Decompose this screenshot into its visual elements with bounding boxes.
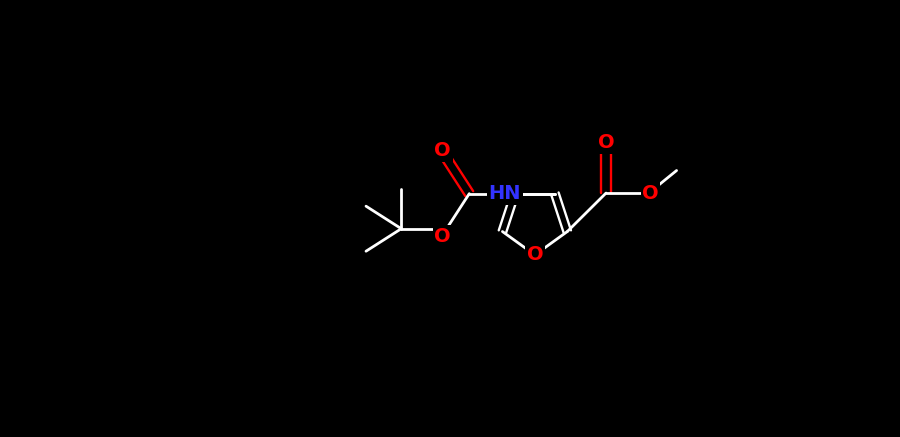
Text: O: O	[435, 227, 451, 246]
Text: O: O	[598, 133, 615, 153]
Text: O: O	[526, 246, 544, 264]
Text: HN: HN	[489, 184, 521, 203]
Text: O: O	[642, 184, 659, 202]
Text: O: O	[435, 142, 451, 160]
